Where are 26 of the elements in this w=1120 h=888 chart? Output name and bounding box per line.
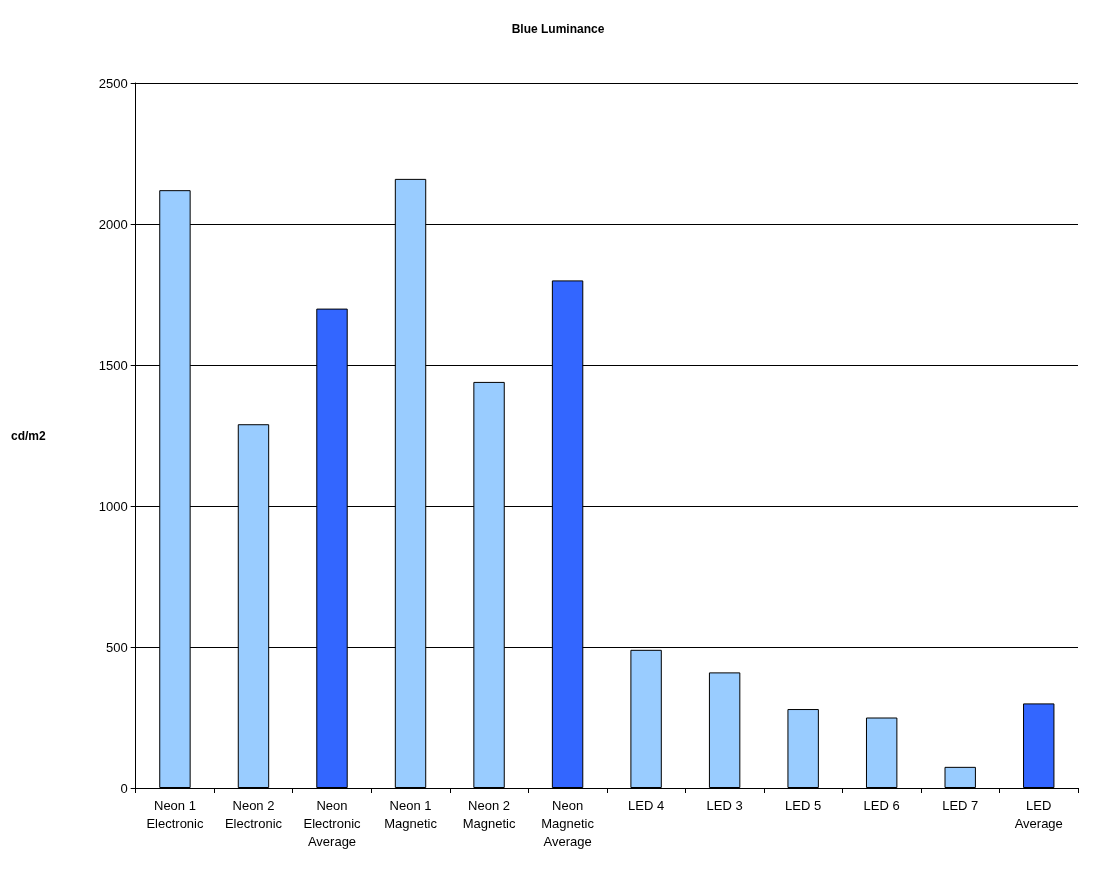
bar	[1023, 703, 1055, 788]
x-tick-label: Neon Magnetic Average	[541, 797, 595, 849]
x-tick-label: LED 3	[706, 797, 743, 813]
y-tick-label: 2000	[98, 216, 128, 232]
x-tick-label: Neon 1 Magnetic	[384, 797, 438, 831]
bar	[944, 766, 976, 788]
y-tick-label: 1500	[98, 357, 128, 373]
x-tick-label: Neon 1 Electronic	[146, 797, 204, 831]
y-tick-label: 2500	[98, 75, 128, 91]
bar	[865, 717, 898, 788]
bar	[787, 709, 819, 788]
y-tick-label: 500	[105, 639, 128, 655]
bar	[708, 672, 741, 788]
y-tick-label: 1000	[98, 498, 128, 514]
y-tick-label: 0	[120, 780, 128, 796]
y-axis-title: cd/m2	[10, 428, 46, 443]
x-tick-label: Neon Electronic Average	[303, 797, 362, 849]
bar	[630, 649, 662, 788]
x-tick-label: LED 7	[942, 797, 979, 813]
x-tick-label: LED 4	[628, 797, 665, 813]
x-tick-label: Neon 2 Electronic	[224, 797, 283, 831]
x-tick-label: LED 6	[863, 797, 900, 813]
chart-title: Blue Luminance	[511, 22, 605, 36]
x-tick-label: LED 5	[785, 797, 822, 813]
x-tick-label: Neon 2 Magnetic	[462, 797, 516, 831]
x-tick-label: LED Average	[1014, 797, 1063, 831]
